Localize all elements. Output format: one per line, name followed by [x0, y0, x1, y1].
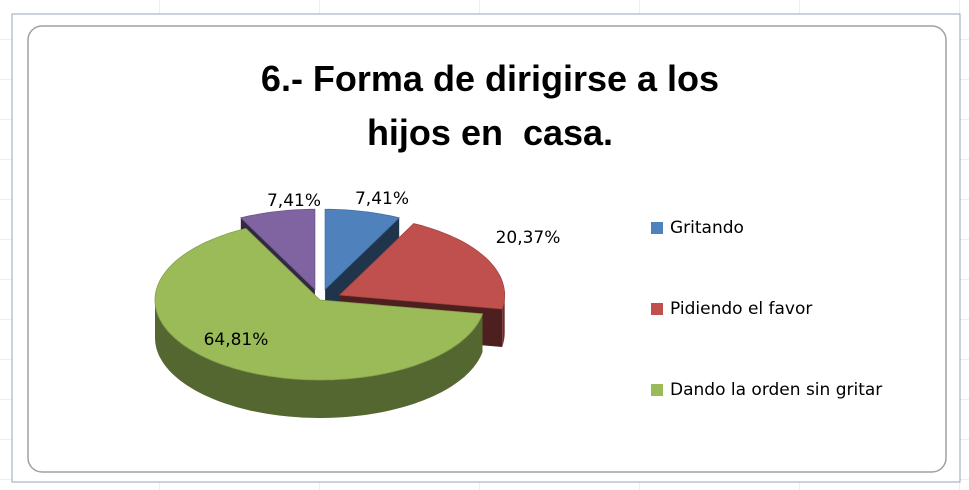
legend-label: Gritando — [670, 218, 744, 238]
legend-swatch — [651, 222, 663, 234]
data-label: 20,37% — [496, 228, 561, 248]
legend-swatch — [651, 384, 663, 396]
data-label: 64,81% — [204, 330, 269, 350]
data-label: 7,41% — [267, 191, 321, 211]
data-label: 7,41% — [355, 189, 409, 209]
slice — [324, 208, 401, 291]
slice — [154, 228, 484, 381]
legend-label: Pidiendo el favor — [670, 299, 812, 319]
legend: Gritando Pidiendo el favor Dando la orden … — [651, 218, 882, 400]
legend-swatch — [651, 303, 663, 315]
slice — [239, 208, 316, 291]
chart-title: 6.- Forma de dirigirse a los hijos en ca… — [260, 58, 720, 153]
pie — [154, 208, 506, 418]
legend-label: Dando la orden sin gritar — [670, 380, 882, 400]
slice — [338, 223, 506, 310]
labels: 7,41% 20,37% 64,81% 7,41% — [204, 189, 561, 350]
slice-side — [155, 300, 483, 418]
